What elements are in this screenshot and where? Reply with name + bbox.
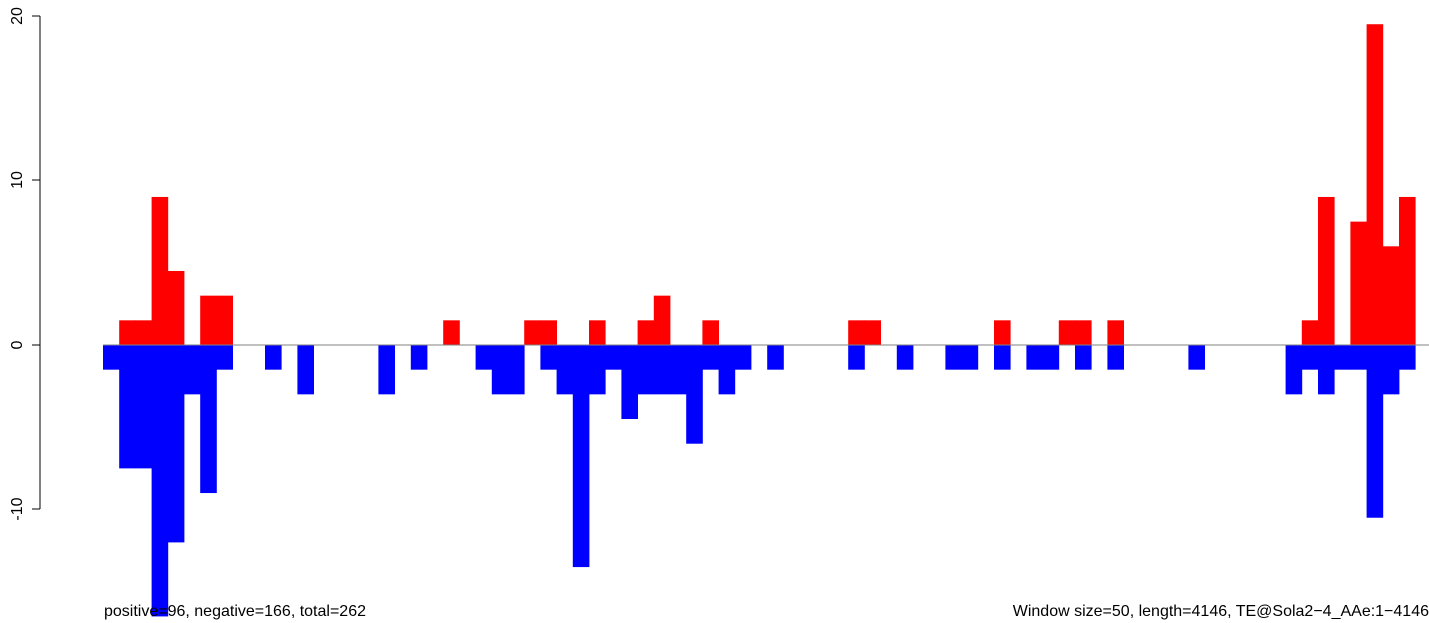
negative-bar (184, 345, 201, 395)
positive-bar (135, 320, 152, 345)
negative-bar (589, 345, 606, 395)
positive-bar (151, 196, 169, 345)
negative-bar (556, 345, 574, 395)
negative-bar (686, 345, 703, 444)
negative-bar (167, 345, 185, 543)
positive-bar (1075, 320, 1092, 345)
y-tick-0: 0 (9, 340, 40, 349)
negative-bar (378, 345, 395, 395)
positive-bar (848, 320, 865, 345)
positive-bar (702, 320, 719, 345)
negative-bar (540, 345, 557, 370)
negative-bar (135, 345, 152, 469)
negative-bar (508, 345, 525, 395)
summary-annotation: positive=96, negative=166, total=262 (104, 603, 366, 620)
positive-bar (1366, 24, 1384, 345)
negative-bar (1350, 345, 1367, 370)
negative-bar (200, 345, 217, 494)
positive-bar (1301, 320, 1319, 345)
negative-bar (1285, 345, 1303, 395)
negative-bar (637, 345, 655, 395)
negative-bar (621, 345, 638, 420)
positive-bar (216, 295, 233, 345)
positive-bar (637, 320, 655, 345)
negative-bar (961, 345, 979, 370)
y-tick-20: 20 (9, 7, 40, 25)
positive-bar (589, 320, 606, 345)
negative-bar (1318, 345, 1335, 395)
positive-bar (540, 320, 557, 345)
negative-bar (718, 345, 736, 395)
negative-bar (1026, 345, 1043, 370)
negative-bar (572, 345, 590, 568)
negative-bar (475, 345, 493, 370)
negative-bar (103, 345, 120, 370)
negative-bar (734, 345, 752, 370)
positive-bar (864, 320, 881, 345)
negative-bar (994, 345, 1011, 370)
negative-bar (670, 345, 687, 395)
negative-bar (848, 345, 865, 370)
positive-bar (1318, 196, 1335, 345)
positive-bar (119, 320, 136, 345)
negative-bar (1075, 345, 1092, 370)
positive-bar (1107, 320, 1124, 345)
negative-bar (1399, 345, 1416, 370)
positive-bar (994, 320, 1011, 345)
negative-bar (1382, 345, 1400, 395)
positive-bar (1350, 221, 1367, 346)
y-tick-neg10: -10 (9, 497, 40, 521)
positive-bar (200, 295, 217, 345)
negative-bar (767, 345, 784, 370)
negative-bar (151, 345, 169, 617)
y-tick-label: -10 (9, 497, 26, 520)
negative-bar (1188, 345, 1205, 370)
y-axis: -10 0 10 20 (9, 7, 41, 521)
negative-bar (491, 345, 509, 395)
negative-bar (410, 345, 428, 370)
positive-bar (167, 270, 185, 345)
negative-bar (265, 345, 282, 370)
positive-bar (524, 320, 541, 345)
negative-bar (1042, 345, 1060, 370)
negative-bar (702, 345, 719, 370)
negative-bar (1334, 345, 1351, 370)
negative-bar (216, 345, 233, 370)
negative-bar (653, 345, 671, 395)
negative-bar (1301, 345, 1319, 370)
negative-bar (605, 345, 622, 370)
negative-bar (1366, 345, 1384, 518)
positive-bar (653, 295, 671, 345)
negative-bar (1107, 345, 1124, 370)
positive-bar (1058, 320, 1076, 345)
negative-bar (896, 345, 914, 370)
y-tick-label: 10 (9, 171, 26, 189)
window-annotation: Window size=50, length=4146, TE@Sola2−4_… (1013, 603, 1429, 620)
y-tick-10: 10 (9, 171, 40, 189)
positive-bar (443, 320, 460, 345)
negative-bar (119, 345, 136, 469)
positive-bar (1399, 196, 1416, 345)
positive-bar (1382, 246, 1400, 345)
negative-bar (297, 345, 314, 395)
negative-bar (945, 345, 962, 370)
y-tick-label: 0 (9, 340, 26, 349)
y-tick-label: 20 (9, 7, 26, 25)
bars-group (103, 24, 1416, 617)
